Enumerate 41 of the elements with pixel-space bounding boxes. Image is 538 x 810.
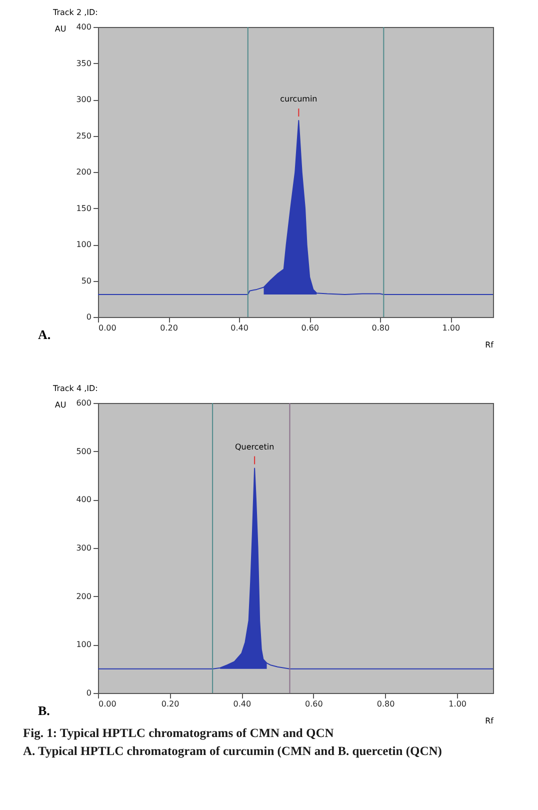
y-tick-label: 100 <box>76 640 92 650</box>
y-tick-label: 250 <box>76 131 92 140</box>
y-tick-label: 100 <box>76 240 92 249</box>
y-tick-label: 0 <box>86 312 92 322</box>
x-tick-label: 0.20 <box>161 700 180 708</box>
text: A. Typical HPTLC chromatogram of curcumin (CMN and B. quercetin (QCN) <box>23 744 442 758</box>
x-axis-title: Rf <box>485 716 494 726</box>
y-tick-label: 300 <box>76 544 92 552</box>
y-tick-label: 400 <box>76 22 92 32</box>
y-tick-label: 300 <box>76 95 92 104</box>
y-tick-label: 0 <box>86 688 92 698</box>
y-tick-label: 400 <box>76 495 92 504</box>
x-axis-title: Rf <box>485 340 494 350</box>
x-tick-label: 0.60 <box>305 700 323 708</box>
annotation: curcumin <box>280 94 318 104</box>
x-tick-label: 0.40 <box>233 700 252 708</box>
y-tick-label: 500 <box>76 446 92 456</box>
x-tick-label: 0.00 <box>98 324 116 332</box>
y-axis-title: AU <box>54 24 66 34</box>
x-tick-label: 0.20 <box>160 324 178 332</box>
y-tick-label: 200 <box>76 592 92 601</box>
x-tick-label: 0.00 <box>98 700 116 708</box>
chart-title: Track 4 ,ID: <box>52 384 98 393</box>
x-tick-label: 0.60 <box>301 324 320 332</box>
y-tick-label: 600 <box>76 398 92 408</box>
line-series <box>98 120 493 296</box>
text: B. <box>38 703 50 718</box>
y-tick-label: 150 <box>76 204 92 213</box>
x-tick-label: 0.80 <box>376 700 395 708</box>
x-tick-label: 0.40 <box>230 324 248 332</box>
annotation: Quercetin <box>234 442 274 452</box>
text: A. <box>38 327 51 342</box>
y-tick-label: 350 <box>76 58 92 68</box>
y-tick-label: 50 <box>81 276 92 286</box>
caption: Fig. 1: Typical HPTLC chromatograms of CMN and QCN <box>23 726 334 740</box>
y-axis-title: AU <box>54 400 66 410</box>
x-tick-label: 1.00 <box>448 700 466 708</box>
x-tick-label: 0.80 <box>372 324 390 332</box>
x-tick-label: 1.00 <box>442 324 460 332</box>
y-tick-label: 200 <box>76 168 92 176</box>
chart-title: Track 2 ,ID: <box>52 8 98 17</box>
